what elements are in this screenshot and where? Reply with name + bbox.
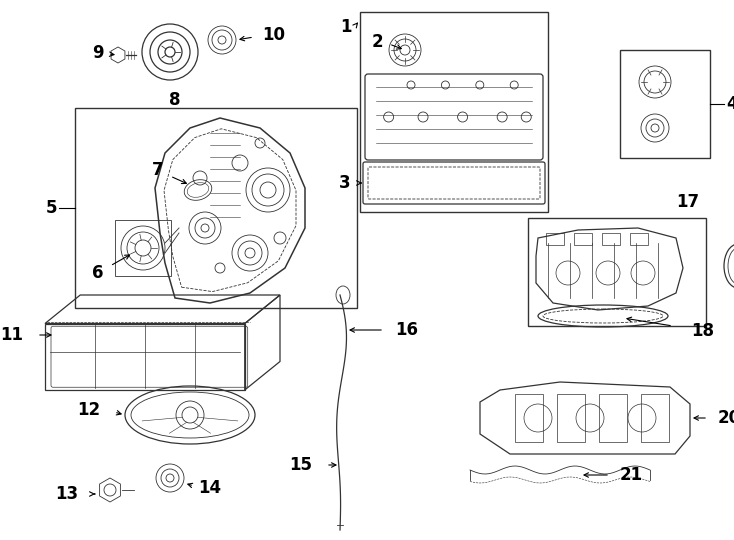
Text: 15: 15	[289, 456, 312, 474]
Text: 9: 9	[92, 44, 103, 62]
Text: 18: 18	[691, 322, 714, 340]
Bar	[360, 12, 548, 212]
Bar	[574, 233, 592, 245]
Text: 3: 3	[338, 174, 350, 192]
Text: 4: 4	[726, 95, 734, 113]
Bar	[630, 233, 648, 245]
Bar	[515, 394, 543, 442]
Bar	[75, 108, 357, 308]
Bar	[602, 233, 620, 245]
Text: 7: 7	[152, 161, 164, 179]
Text: 13: 13	[55, 485, 78, 503]
Text: 14: 14	[198, 479, 221, 497]
Text: 12: 12	[77, 401, 100, 419]
Text: 8: 8	[170, 91, 181, 109]
Bar	[641, 394, 669, 442]
Text: 10: 10	[262, 26, 285, 44]
Text: 1: 1	[341, 18, 352, 36]
Text: 21: 21	[620, 466, 643, 484]
Text: 20: 20	[718, 409, 734, 427]
Text: 16: 16	[395, 321, 418, 339]
Bar	[557, 394, 585, 442]
Bar	[546, 233, 564, 245]
Text: 17: 17	[677, 193, 700, 211]
Bar	[528, 218, 706, 326]
Bar	[599, 394, 627, 442]
Text: 5: 5	[46, 199, 57, 217]
Text: 6: 6	[92, 264, 103, 282]
Text: 11: 11	[0, 326, 23, 344]
Text: 2: 2	[371, 33, 383, 51]
Bar	[620, 50, 710, 158]
